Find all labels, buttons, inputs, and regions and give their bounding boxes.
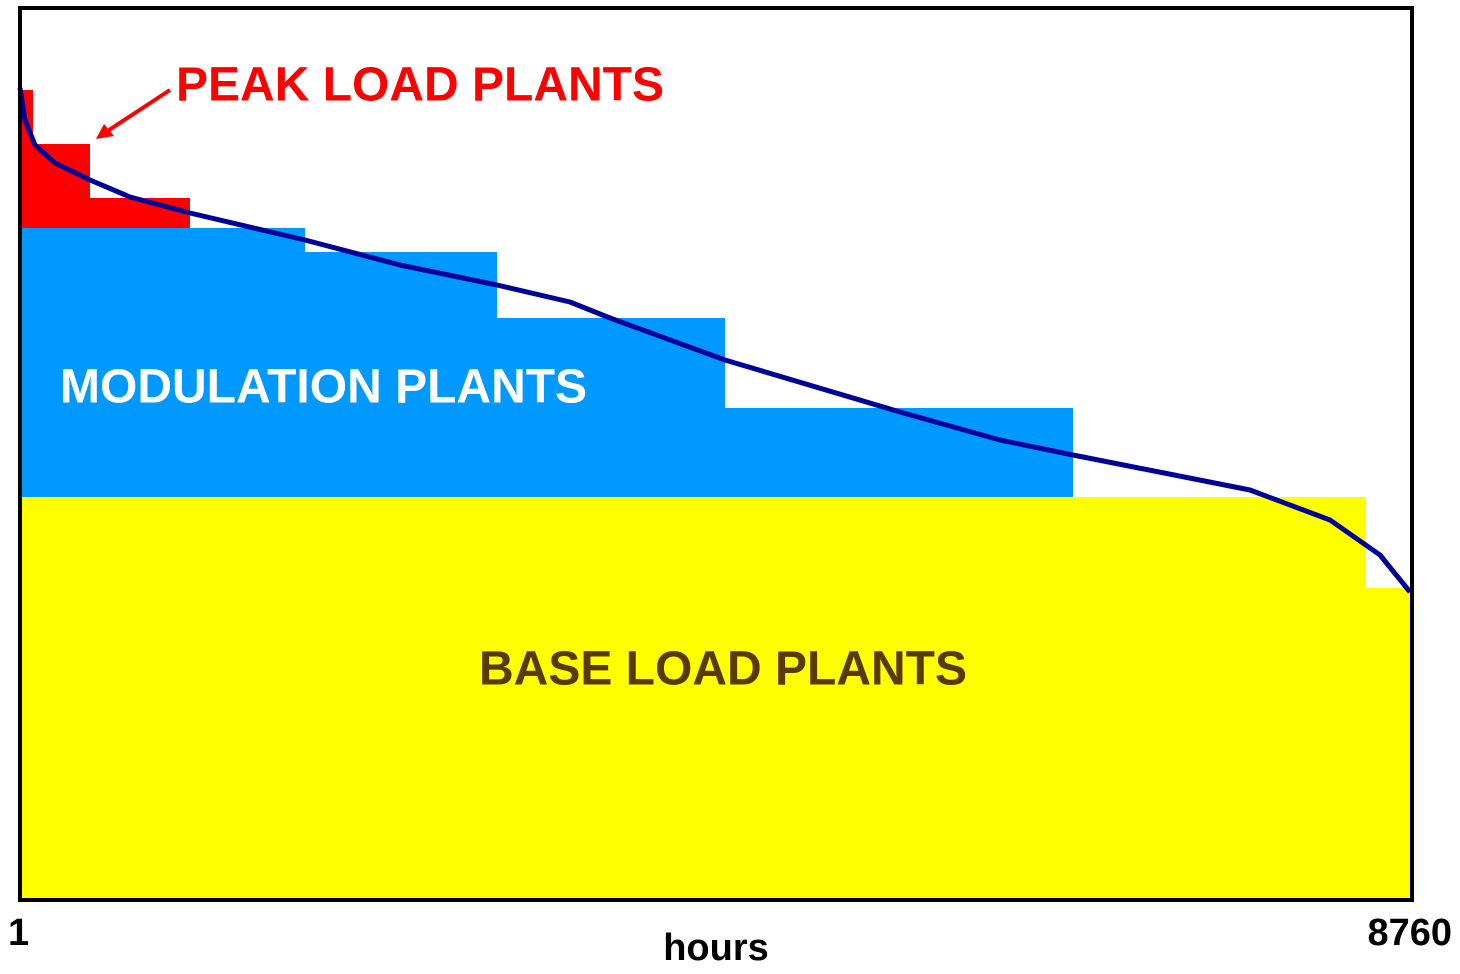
base-label: BASE LOAD PLANTS — [479, 643, 967, 696]
x-axis-label: hours — [663, 927, 769, 969]
modulation-label: MODULATION PLANTS — [60, 361, 587, 414]
load-curve — [17, 87, 1412, 594]
modulation-area — [20, 228, 1073, 497]
peak-area — [20, 90, 190, 228]
arrow-line — [104, 88, 172, 134]
x-end-label: 8760 — [1367, 912, 1452, 954]
peak-label: PEAK LOAD PLANTS — [176, 59, 664, 112]
base-load-area — [20, 497, 1410, 900]
arrow-head — [96, 124, 114, 139]
frame — [18, 6, 1414, 902]
x-start-label: 1 — [8, 912, 29, 954]
